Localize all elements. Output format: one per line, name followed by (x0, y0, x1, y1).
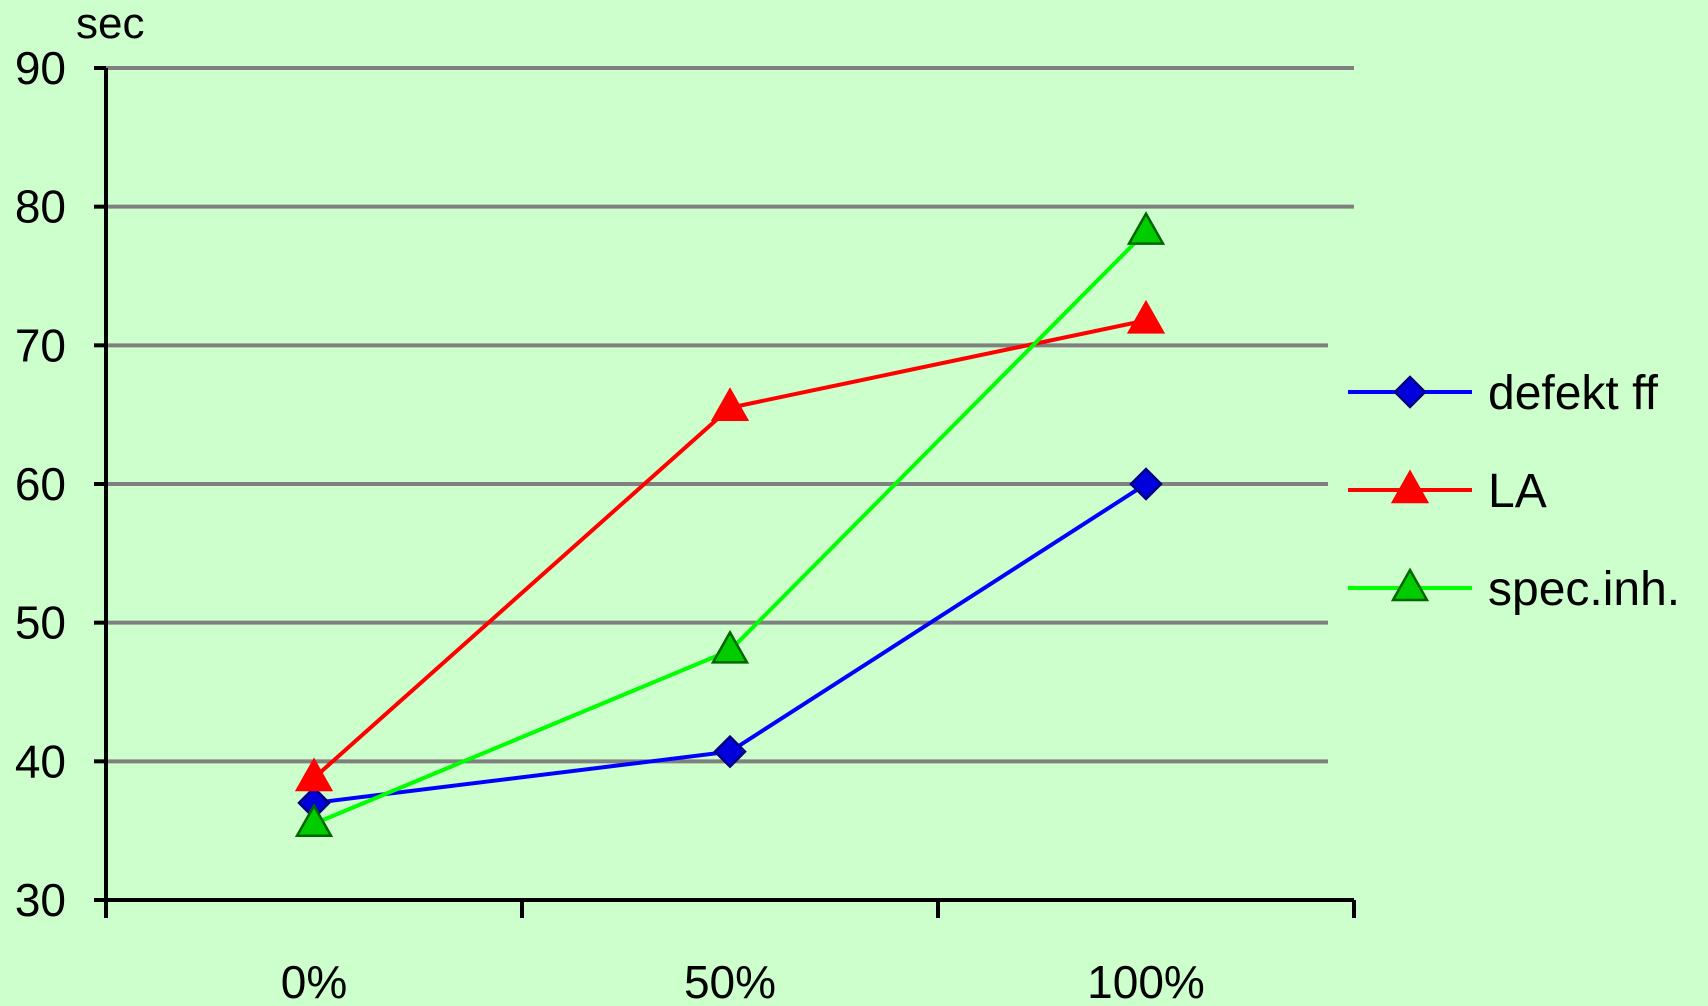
series-lines (294, 211, 1166, 837)
y-tick-label: 70 (15, 319, 66, 371)
y-axis-ticks: 30 40 50 60 70 80 90 (15, 42, 66, 926)
legend-item: LA (1348, 465, 1547, 518)
legend-marker (1390, 567, 1430, 602)
x-axis-ticks: 0% 50% 100% (281, 956, 1205, 1006)
data-point (1126, 211, 1166, 245)
y-tick-label: 50 (15, 597, 66, 649)
series-3 (294, 211, 1166, 837)
legend-label: defekt ff (1488, 367, 1659, 420)
y-axis-unit-label: sec (76, 0, 144, 48)
data-point (713, 734, 747, 769)
x-tick-label: 50% (684, 956, 776, 1006)
series-2 (294, 299, 1166, 792)
legend: defekt ff LA spec.inh. (1348, 367, 1680, 616)
axes (94, 66, 1356, 918)
data-point (294, 757, 334, 792)
legend-marker (1390, 469, 1430, 504)
y-tick-label: 80 (15, 181, 66, 233)
data-point (710, 629, 750, 664)
y-tick-label: 40 (15, 735, 66, 787)
legend-label: spec.inh. (1488, 563, 1680, 616)
y-tick-label: 90 (15, 42, 66, 94)
legend-item: spec.inh. (1348, 563, 1680, 616)
data-point (294, 803, 334, 837)
legend-item: defekt ff (1348, 367, 1659, 420)
y-tick-label: 60 (15, 458, 66, 510)
data-point (1126, 299, 1166, 334)
data-point (710, 387, 750, 421)
y-tick-label: 30 (15, 874, 66, 926)
legend-label: LA (1488, 465, 1547, 518)
series-1 (297, 467, 1163, 820)
x-tick-label: 0% (281, 956, 347, 1006)
data-point (1129, 467, 1163, 501)
gridlines (106, 66, 1354, 764)
x-tick-label: 100% (1087, 956, 1205, 1006)
legend-marker (1393, 375, 1427, 409)
